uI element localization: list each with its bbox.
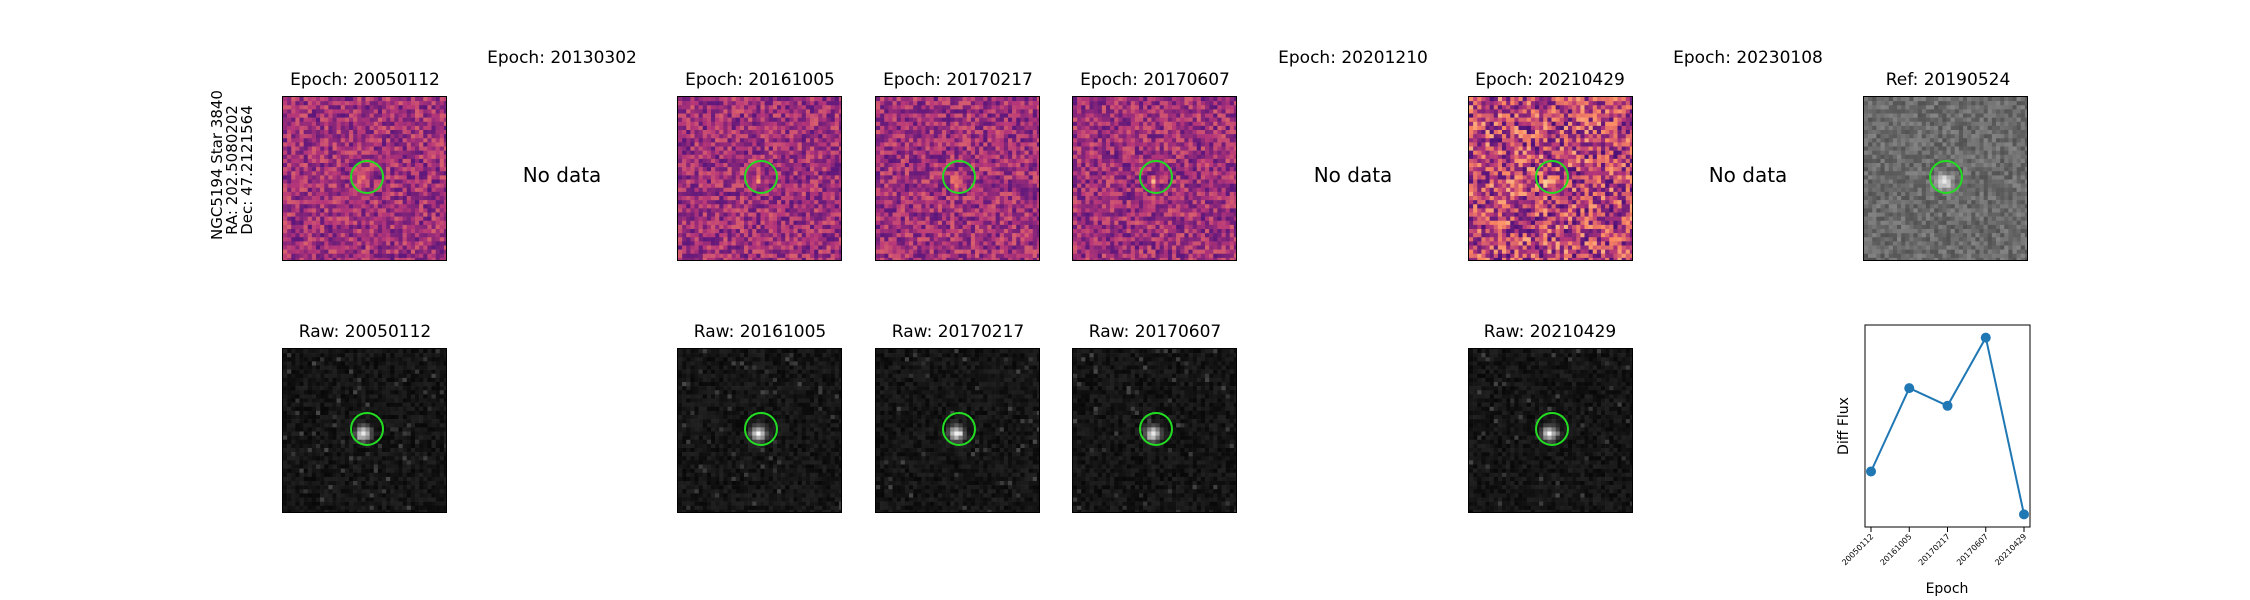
raw-image-svg: [1469, 349, 1632, 512]
raw-image-svg: [876, 349, 1039, 512]
diff-image-svg: [1469, 97, 1632, 260]
target-circle: [744, 160, 778, 194]
x-axis-label: Epoch: [1926, 581, 1969, 597]
target-circle: [1535, 160, 1569, 194]
target-circle: [744, 412, 778, 446]
raw-title-2: Raw: 20161005: [693, 322, 827, 342]
raw-title-4: Raw: 20170607: [1088, 322, 1222, 342]
x-tick-label: 20050112: [1840, 532, 1875, 567]
diff-image-20170217: [875, 96, 1040, 261]
target-circle: [350, 412, 384, 446]
y-axis-label: Diff Flux: [1836, 397, 1852, 455]
raw-image-20170607: [1072, 348, 1237, 513]
diff-image-20210429: [1468, 96, 1633, 261]
raw-title-5: Raw: 20210429: [1483, 322, 1617, 342]
flux-point-20170607: [1980, 332, 1991, 343]
epoch-title-8: Epoch: 20230108: [1673, 48, 1823, 68]
raw-image-20210429: [1468, 348, 1633, 513]
raw-image-20170217: [875, 348, 1040, 513]
epoch-title-3: Epoch: 20161005: [685, 70, 835, 90]
flux-series-line: [1870, 334, 2025, 515]
x-tick-label: 20170607: [1955, 532, 1990, 567]
raw-image-svg: [678, 349, 841, 512]
epoch-title-4: Epoch: 20170217: [883, 70, 1033, 90]
flux-point-20161005: [1904, 383, 1915, 394]
flux-point-20170217: [1942, 400, 1953, 411]
raw-image-20050112: [282, 348, 447, 513]
epoch-title-1: Epoch: 20050112: [290, 70, 440, 90]
target-circle: [1139, 160, 1173, 194]
diff-image-svg: [876, 97, 1039, 260]
target-circle: [350, 160, 384, 194]
raw-title-1: Raw: 20050112: [298, 322, 432, 342]
target-circle: [1535, 412, 1569, 446]
ref-title: Ref: 20190524: [1885, 70, 2011, 90]
diff-image-svg: [678, 97, 841, 260]
epoch-title-2: Epoch: 20130302: [487, 48, 637, 68]
epoch-title-5: Epoch: 20170607: [1080, 70, 1230, 90]
raw-image-20161005: [677, 348, 842, 513]
ref-image-svg: [1864, 97, 2027, 260]
diff-image-20050112: [282, 96, 447, 261]
star-dec: Dec: 47.2121564: [238, 105, 256, 235]
diff-image-svg: [283, 97, 446, 260]
target-circle: [1929, 160, 1963, 194]
diff-flux-chart: 20050112 20161005 20170217 20170607 20210429…: [1836, 324, 2031, 597]
x-tick-label: 20210429: [1993, 532, 2028, 567]
flux-point-20050112: [1866, 466, 1876, 477]
target-circle: [1139, 412, 1173, 446]
target-circle: [942, 160, 976, 194]
epoch-title-6: Epoch: 20201210: [1278, 48, 1428, 68]
x-tick-label: 20161005: [1879, 532, 1914, 567]
no-data-20130302: No data: [522, 163, 602, 187]
raw-image-svg: [283, 349, 446, 512]
diff-image-svg: [1073, 97, 1236, 260]
diff-image-20161005: [677, 96, 842, 261]
no-data-20201210: No data: [1313, 163, 1393, 187]
epoch-title-7: Epoch: 20210429: [1475, 70, 1625, 90]
raw-image-svg: [1073, 349, 1236, 512]
diff-image-20170607: [1072, 96, 1237, 261]
raw-title-3: Raw: 20170217: [891, 322, 1025, 342]
no-data-20230108: No data: [1708, 163, 1788, 187]
x-tick-label: 20170217: [1917, 532, 1952, 567]
flux-point-20210429: [2019, 509, 2029, 520]
target-circle: [942, 412, 976, 446]
ref-image-20190524: [1863, 96, 2028, 261]
